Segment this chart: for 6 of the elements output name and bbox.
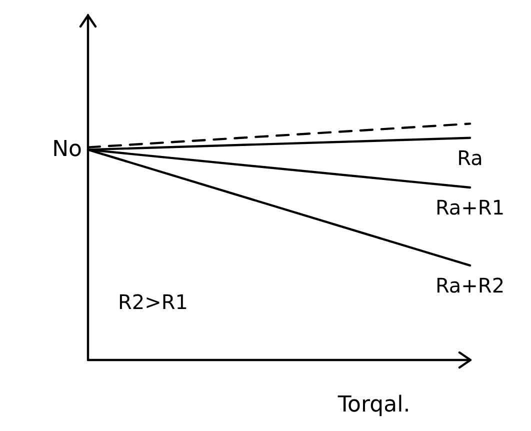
series-label: Ra+R1: [435, 196, 505, 220]
series-label: Ra: [457, 146, 483, 170]
x-axis-title: Torqal.: [336, 392, 410, 418]
series-label: Ra+R2: [435, 273, 505, 298]
annotation: No: [52, 137, 82, 162]
annotation: R2>R1: [118, 290, 188, 314]
